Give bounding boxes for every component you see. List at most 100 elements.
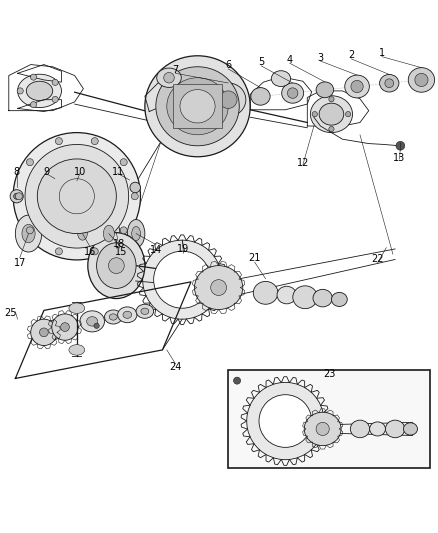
Text: 22: 22: [371, 254, 383, 264]
Ellipse shape: [22, 224, 35, 243]
Circle shape: [350, 80, 362, 93]
Circle shape: [52, 79, 58, 85]
Circle shape: [31, 319, 57, 345]
Text: 5: 5: [258, 58, 264, 67]
Circle shape: [55, 248, 62, 255]
Text: 1: 1: [378, 48, 384, 58]
Circle shape: [25, 144, 128, 248]
Text: 18: 18: [113, 239, 125, 249]
Circle shape: [395, 141, 404, 150]
Circle shape: [30, 102, 36, 108]
Ellipse shape: [194, 265, 242, 310]
Ellipse shape: [407, 68, 434, 92]
Ellipse shape: [379, 75, 398, 92]
Circle shape: [163, 72, 174, 83]
Ellipse shape: [312, 289, 332, 307]
Circle shape: [26, 159, 33, 166]
Circle shape: [120, 159, 127, 166]
Ellipse shape: [123, 311, 131, 318]
Ellipse shape: [385, 420, 404, 438]
Text: 11: 11: [111, 167, 124, 177]
Ellipse shape: [403, 423, 417, 435]
Text: 19: 19: [177, 244, 189, 254]
Ellipse shape: [315, 82, 333, 98]
Text: 12: 12: [296, 158, 308, 168]
Text: 2: 2: [347, 50, 353, 60]
Circle shape: [153, 251, 210, 308]
Ellipse shape: [250, 87, 269, 105]
Ellipse shape: [276, 286, 296, 304]
Circle shape: [328, 96, 333, 102]
Bar: [228, 370, 429, 469]
Ellipse shape: [136, 304, 153, 318]
Ellipse shape: [37, 159, 116, 233]
Ellipse shape: [103, 225, 114, 242]
Ellipse shape: [292, 286, 317, 309]
Ellipse shape: [166, 78, 228, 135]
Ellipse shape: [281, 83, 303, 103]
Ellipse shape: [98, 217, 120, 251]
Ellipse shape: [271, 71, 290, 86]
Circle shape: [219, 91, 237, 108]
Circle shape: [30, 74, 36, 80]
Circle shape: [91, 248, 98, 255]
Text: 25: 25: [5, 308, 17, 318]
Ellipse shape: [109, 314, 117, 320]
Circle shape: [10, 190, 23, 203]
Circle shape: [246, 382, 323, 459]
Ellipse shape: [369, 422, 385, 436]
Ellipse shape: [127, 220, 145, 248]
Circle shape: [384, 79, 393, 87]
Text: 9: 9: [43, 167, 49, 177]
Ellipse shape: [117, 307, 137, 322]
Circle shape: [15, 193, 22, 200]
Ellipse shape: [86, 317, 98, 326]
Text: 8: 8: [14, 167, 20, 177]
Circle shape: [55, 138, 62, 144]
Bar: [173, 84, 221, 128]
Circle shape: [39, 328, 48, 337]
Circle shape: [414, 74, 427, 86]
Circle shape: [120, 227, 127, 234]
Circle shape: [94, 323, 99, 328]
Ellipse shape: [253, 281, 277, 304]
Text: 14: 14: [149, 245, 162, 255]
Circle shape: [91, 138, 98, 144]
Ellipse shape: [26, 81, 53, 101]
Ellipse shape: [180, 90, 215, 123]
Ellipse shape: [104, 310, 122, 324]
Ellipse shape: [96, 243, 136, 288]
Circle shape: [311, 111, 317, 117]
Ellipse shape: [69, 345, 85, 355]
Ellipse shape: [331, 293, 346, 306]
Circle shape: [52, 96, 58, 102]
Circle shape: [108, 258, 124, 273]
Text: 16: 16: [84, 247, 96, 257]
Ellipse shape: [304, 412, 340, 446]
Ellipse shape: [141, 308, 148, 314]
Ellipse shape: [18, 74, 61, 108]
Ellipse shape: [155, 67, 239, 146]
Text: 10: 10: [74, 167, 86, 177]
Text: 15: 15: [114, 247, 127, 257]
Text: 17: 17: [14, 258, 26, 268]
Circle shape: [142, 240, 221, 319]
Ellipse shape: [310, 96, 352, 133]
Circle shape: [13, 133, 140, 260]
Circle shape: [345, 111, 350, 117]
Circle shape: [131, 193, 138, 200]
Circle shape: [17, 88, 23, 94]
Ellipse shape: [73, 221, 92, 247]
Circle shape: [52, 314, 78, 340]
Ellipse shape: [350, 420, 369, 438]
Circle shape: [26, 227, 33, 234]
Circle shape: [328, 126, 333, 132]
Ellipse shape: [69, 303, 85, 313]
Ellipse shape: [80, 311, 104, 332]
Text: 3: 3: [317, 53, 323, 62]
Text: 6: 6: [225, 60, 231, 70]
Ellipse shape: [210, 83, 245, 116]
Ellipse shape: [131, 227, 140, 240]
Ellipse shape: [15, 215, 42, 252]
Circle shape: [258, 395, 311, 447]
